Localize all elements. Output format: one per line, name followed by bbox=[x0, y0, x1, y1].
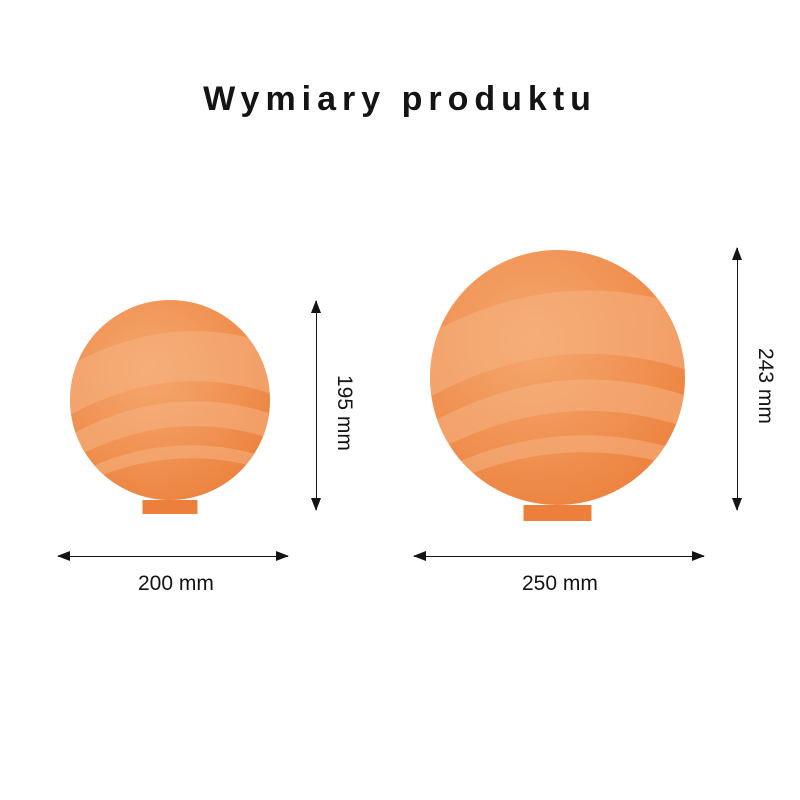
height-label-large: 243 mm bbox=[753, 348, 777, 424]
product-sphere-small bbox=[70, 300, 270, 514]
diagram-container: Wymiary produktu 200 mm 195 mm bbox=[0, 0, 800, 800]
product-sphere-large bbox=[430, 250, 685, 521]
width-arrow-large bbox=[414, 556, 704, 557]
width-arrow-small bbox=[58, 556, 288, 557]
height-arrow-small bbox=[316, 301, 317, 510]
width-label-large: 250 mm bbox=[522, 572, 598, 596]
height-label-small: 195 mm bbox=[332, 375, 356, 451]
height-arrow-large bbox=[737, 248, 738, 510]
page-title: Wymiary produktu bbox=[0, 80, 800, 119]
width-label-small: 200 mm bbox=[138, 572, 214, 596]
